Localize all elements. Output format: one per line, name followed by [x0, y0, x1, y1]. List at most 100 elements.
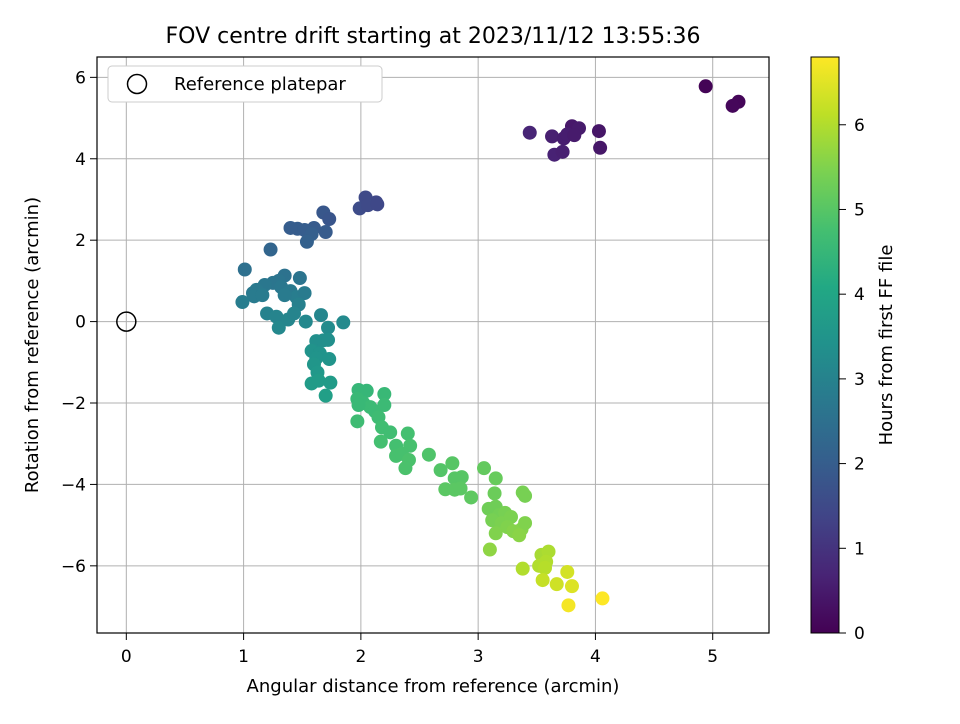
scatter-point: [263, 242, 278, 257]
legend-marker-reference: [126, 73, 148, 95]
colorbar-tick-label: 4: [854, 285, 865, 305]
scatter-point: [518, 488, 533, 503]
colorbar-ticks: 0 1 2 3 4 5 6: [839, 116, 865, 644]
scatter-point: [560, 564, 575, 579]
scatter-point: [350, 414, 365, 429]
scatter-point: [292, 271, 307, 286]
scatter-point: [595, 591, 610, 606]
scatter-point: [297, 286, 312, 301]
chart-title: FOV centre drift starting at 2023/11/12 …: [166, 24, 701, 49]
scatter-point: [321, 320, 336, 335]
colorbar-tick-label: 2: [854, 455, 865, 475]
scatter-point: [373, 434, 388, 449]
scatter-point: [515, 561, 530, 576]
scatter-point: [383, 425, 398, 440]
scatter-point: [564, 579, 579, 594]
scatter-point: [593, 140, 608, 155]
x-tick-label: 3: [473, 647, 484, 667]
scatter-point: [318, 225, 333, 240]
x-tick-label: 5: [707, 647, 718, 667]
scatter-point: [545, 129, 560, 144]
scatter-point: [283, 220, 298, 235]
colorbar-tick-label: 6: [854, 116, 865, 136]
scatter-point: [538, 560, 552, 575]
scatter-point: [477, 461, 492, 476]
scatter-point: [318, 388, 333, 403]
scatter-point: [454, 470, 469, 485]
legend-box: [107, 65, 383, 103]
scatter-point: [322, 212, 337, 227]
scatter-point: [321, 332, 336, 347]
grid-lines: [97, 57, 769, 633]
colorbar-tick-label: 0: [854, 624, 865, 644]
scatter-point: [351, 398, 366, 413]
scatter-point: [522, 125, 537, 140]
scatter-point: [255, 288, 270, 303]
colorbar-tick-label: 3: [854, 370, 865, 390]
scatter-point: [421, 447, 436, 462]
colorbar: 0 1 2 3 4 5 6 Hours from first FF file: [810, 56, 897, 644]
scatter-point: [400, 426, 415, 441]
x-tick-label: 0: [121, 647, 132, 667]
y-tick-label: −4: [61, 475, 86, 495]
y-tick-label: 2: [75, 231, 86, 251]
scatter-point: [433, 463, 448, 478]
scatter-point: [370, 197, 385, 212]
scatter-point: [235, 295, 250, 310]
scatter-point: [271, 320, 286, 335]
y-axis-label: Rotation from reference (arcmin): [22, 197, 43, 493]
scatter-point: [725, 98, 740, 113]
scatter-point: [299, 234, 314, 249]
scatter-point: [487, 486, 502, 501]
scatter-point: [336, 315, 351, 330]
scatter-point: [359, 383, 374, 398]
colorbar-tick-label: 5: [854, 200, 865, 220]
legend: Reference platepar: [107, 65, 383, 103]
x-tick-label: 2: [355, 647, 366, 667]
axis-ticks: 0 1 2 3 4 5 −6 −4 −2 0 2 4 6: [61, 68, 718, 667]
scatter-point: [445, 456, 460, 471]
scatter-point: [287, 306, 302, 321]
x-tick-label: 1: [238, 647, 249, 667]
scatter-point: [518, 516, 533, 531]
scatter-point: [237, 262, 252, 277]
colorbar-tick-label: 1: [854, 539, 865, 559]
colorbar-label: Hours from first FF file: [876, 245, 897, 446]
scatter-point: [482, 542, 497, 557]
scatter-point: [277, 288, 292, 303]
scatter-point: [314, 308, 328, 323]
scatter-point: [298, 314, 313, 329]
y-tick-label: 0: [75, 313, 86, 333]
x-tick-label: 4: [590, 647, 601, 667]
plot-frame: [96, 56, 770, 634]
colorbar-gradient: [810, 56, 840, 634]
scatter-point: [322, 352, 337, 367]
reference-platepar-marker: [116, 311, 137, 332]
y-tick-label: −2: [61, 394, 86, 414]
scatter-point: [488, 526, 503, 541]
scatter-point: [323, 375, 338, 390]
y-tick-label: 4: [75, 150, 86, 170]
scatter-point: [377, 387, 392, 402]
data-points: [116, 79, 746, 613]
scatter-point: [464, 490, 479, 505]
scatter-point: [512, 528, 527, 543]
scatter-point: [453, 481, 468, 496]
legend-label-reference: Reference platepar: [174, 74, 346, 95]
scatter-point: [269, 309, 284, 324]
scatter-point: [488, 471, 503, 486]
scatter-point: [549, 577, 564, 592]
scatter-point: [535, 573, 550, 588]
x-axis-label: Angular distance from reference (arcmin): [247, 676, 620, 697]
y-tick-label: −6: [61, 557, 86, 577]
scatter-point: [555, 144, 570, 159]
scatter-point: [561, 598, 576, 613]
scatter-point: [591, 124, 606, 139]
scatter-point: [698, 79, 713, 94]
scatter-point: [567, 128, 582, 143]
scatter-point: [377, 398, 392, 413]
scatter-point: [398, 461, 413, 476]
y-tick-label: 6: [75, 68, 86, 88]
